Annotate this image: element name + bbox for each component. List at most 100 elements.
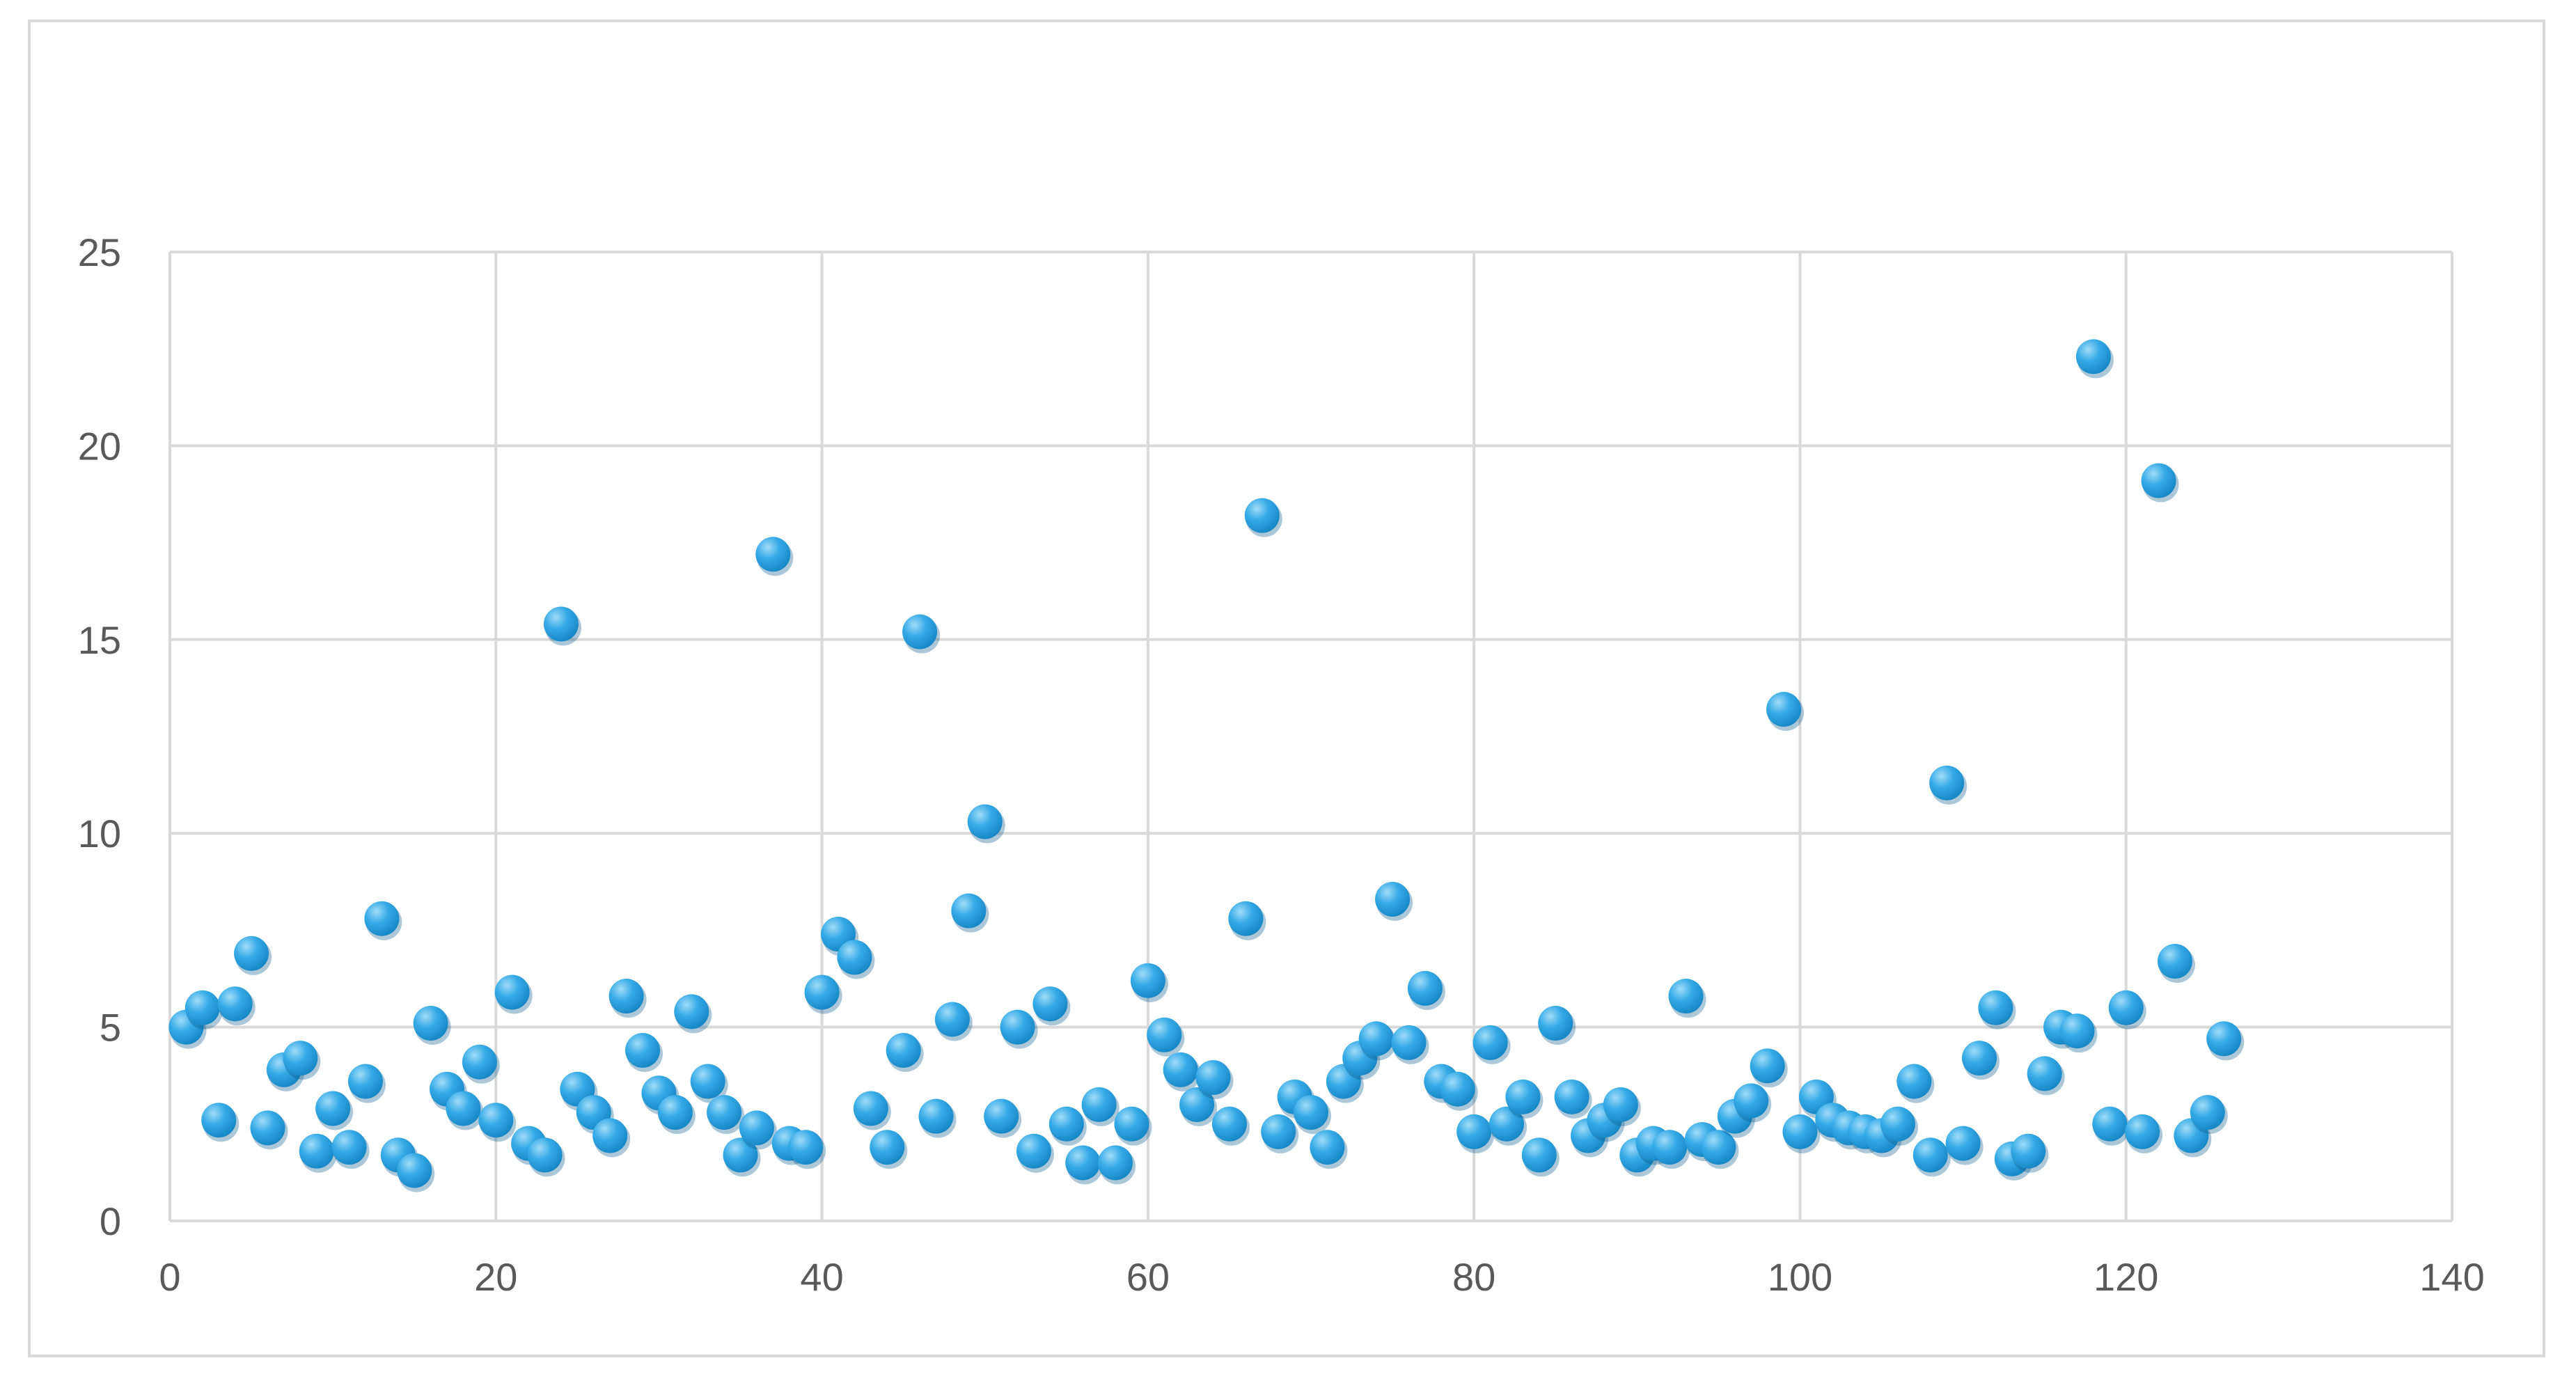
x-tick-label: 80 bbox=[1452, 1255, 1495, 1299]
x-tick-label: 20 bbox=[474, 1255, 517, 1299]
data-point bbox=[234, 936, 272, 975]
x-tick-label: 40 bbox=[800, 1255, 843, 1299]
data-point bbox=[1896, 1064, 1935, 1103]
data-point bbox=[2108, 990, 2146, 1029]
data-point bbox=[625, 1033, 663, 1073]
data-point bbox=[1358, 1021, 1397, 1061]
data-point bbox=[1211, 1106, 1250, 1146]
data-point bbox=[1228, 901, 1266, 940]
data-point bbox=[2059, 1013, 2098, 1053]
data-point bbox=[1701, 1130, 1739, 1169]
data-point bbox=[2011, 1133, 2049, 1173]
data-point bbox=[1652, 1130, 1690, 1169]
data-point bbox=[1000, 1009, 1038, 1049]
x-axis-tick-labels: 0 20 40 60 80 100 120 140 bbox=[159, 1255, 2484, 1299]
data-point bbox=[1391, 1025, 1429, 1064]
data-point bbox=[283, 1041, 321, 1080]
data-point bbox=[1081, 1087, 1120, 1126]
data-point bbox=[902, 614, 941, 654]
data-point bbox=[478, 1103, 517, 1142]
data-point bbox=[364, 901, 402, 940]
data-point bbox=[853, 1091, 891, 1130]
data-point bbox=[1310, 1130, 1348, 1169]
data-point bbox=[1521, 1137, 1560, 1177]
data-point bbox=[608, 979, 647, 1018]
data-point bbox=[2027, 1056, 2065, 1096]
data-point bbox=[2157, 943, 2195, 983]
data-point bbox=[1407, 970, 1445, 1010]
data-point bbox=[1130, 963, 1168, 1002]
data-point bbox=[1049, 1106, 1087, 1146]
data-point bbox=[723, 1137, 761, 1177]
data-point bbox=[494, 974, 533, 1014]
data-point bbox=[184, 990, 223, 1029]
data-point bbox=[1538, 1006, 1576, 1045]
data-point bbox=[1294, 1095, 1331, 1135]
data-point bbox=[951, 893, 989, 933]
data-point bbox=[201, 1103, 239, 1142]
data-point bbox=[1065, 1145, 1104, 1185]
data-point bbox=[1098, 1145, 1136, 1185]
data-point bbox=[657, 1095, 696, 1135]
data-point bbox=[1375, 881, 1413, 921]
data-point bbox=[299, 1133, 337, 1173]
x-tick-label: 120 bbox=[2094, 1255, 2158, 1299]
data-point bbox=[2075, 339, 2114, 379]
gridlines bbox=[168, 251, 2453, 1222]
data-point bbox=[2125, 1114, 2163, 1153]
data-point bbox=[1472, 1025, 1511, 1064]
data-point bbox=[690, 1064, 728, 1103]
data-point bbox=[1945, 1126, 1984, 1165]
data-point bbox=[1961, 1041, 2000, 1080]
y-tick-label: 0 bbox=[100, 1199, 121, 1243]
data-point bbox=[413, 1006, 451, 1045]
data-point bbox=[1880, 1106, 1918, 1146]
data-point bbox=[918, 1098, 957, 1138]
data-point bbox=[1032, 986, 1071, 1026]
data-point bbox=[446, 1091, 484, 1130]
y-tick-label: 5 bbox=[100, 1006, 121, 1050]
data-point bbox=[967, 804, 1005, 844]
data-point bbox=[347, 1064, 386, 1103]
data-point bbox=[1016, 1133, 1054, 1173]
data-point bbox=[755, 537, 794, 576]
data-point bbox=[1147, 1017, 1185, 1057]
data-point bbox=[1440, 1071, 1478, 1111]
data-point bbox=[1913, 1137, 1951, 1177]
data-point bbox=[1750, 1048, 1788, 1088]
data-point bbox=[331, 1130, 370, 1169]
data-point bbox=[592, 1118, 631, 1158]
x-tick-label: 140 bbox=[2419, 1255, 2484, 1299]
data-point bbox=[1766, 692, 1805, 732]
y-tick-label: 20 bbox=[78, 424, 121, 468]
chart-frame: 0 20 40 60 80 100 120 140 0 5 10 15 20 25 bbox=[28, 19, 2545, 1357]
data-point bbox=[934, 1002, 973, 1041]
data-point bbox=[543, 606, 581, 646]
data-point bbox=[1489, 1106, 1527, 1146]
data-point bbox=[2092, 1106, 2130, 1146]
data-point bbox=[315, 1091, 354, 1130]
data-point bbox=[1554, 1079, 1592, 1119]
data-point bbox=[1603, 1087, 1641, 1126]
data-point bbox=[1734, 1083, 1772, 1123]
data-point bbox=[397, 1153, 435, 1192]
data-point bbox=[788, 1130, 826, 1169]
scatter-chart: 0 20 40 60 80 100 120 140 0 5 10 15 20 25 bbox=[78, 230, 2485, 1299]
data-point bbox=[1244, 498, 1282, 537]
data-point bbox=[674, 994, 712, 1034]
y-tick-label: 10 bbox=[78, 812, 121, 855]
data-point bbox=[886, 1033, 924, 1073]
data-point bbox=[2190, 1095, 2228, 1135]
x-tick-label: 60 bbox=[1126, 1255, 1170, 1299]
data-point bbox=[837, 940, 875, 979]
data-point bbox=[1978, 990, 2016, 1029]
y-tick-label: 25 bbox=[78, 230, 121, 274]
data-point bbox=[1195, 1059, 1234, 1099]
data-point bbox=[1505, 1079, 1544, 1119]
data-point bbox=[1929, 765, 1968, 805]
data-point bbox=[870, 1130, 908, 1169]
data-point bbox=[2206, 1021, 2245, 1061]
data-point bbox=[804, 974, 842, 1014]
data-point bbox=[1456, 1114, 1495, 1153]
data-point bbox=[462, 1044, 500, 1084]
